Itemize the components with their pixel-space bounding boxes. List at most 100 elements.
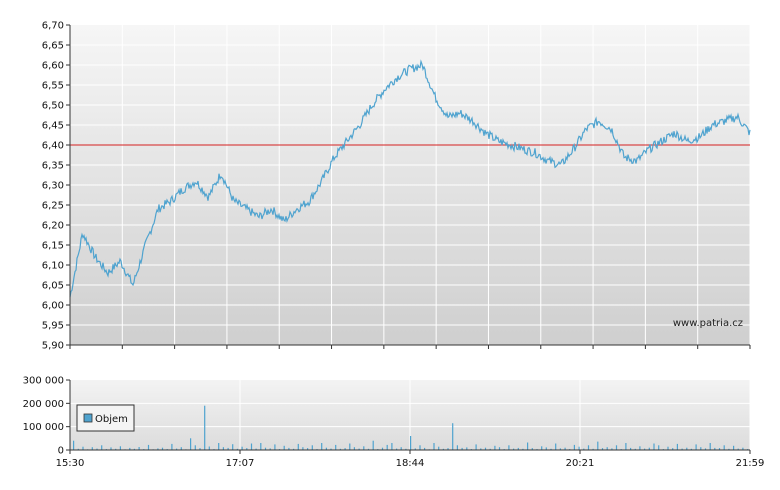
volume-bar — [349, 443, 351, 450]
volume-bar — [695, 444, 697, 450]
volume-bar — [208, 446, 210, 450]
volume-bar — [367, 448, 370, 450]
volume-bar — [461, 447, 463, 450]
volume-bar — [194, 445, 196, 450]
price-y-tick-label: 6,20 — [42, 221, 64, 232]
volume-bar — [293, 448, 295, 450]
volume-bar — [597, 441, 599, 450]
price-y-tick-label: 6,45 — [42, 121, 64, 132]
volume-bar — [372, 440, 374, 450]
volume-bar — [625, 443, 627, 450]
volume-bar — [335, 444, 337, 450]
volume-y-tick-label: 100 000 — [23, 422, 64, 433]
volume-bar — [330, 448, 332, 450]
volume-bar — [424, 447, 426, 450]
volume-bar — [115, 448, 117, 450]
price-y-tick-label: 6,25 — [42, 201, 64, 212]
volume-bar — [480, 448, 482, 450]
volume-bar — [583, 448, 585, 450]
volume-bar — [728, 448, 730, 450]
volume-bar — [190, 438, 192, 450]
volume-bar — [601, 448, 604, 450]
volume-bar — [222, 447, 224, 450]
volume-bar — [527, 442, 529, 450]
volume-bar — [508, 445, 510, 450]
x-tick-label: 20:21 — [566, 458, 595, 469]
volume-bar — [288, 447, 290, 450]
volume-bar — [559, 448, 561, 450]
price-series-line — [69, 59, 751, 298]
volume-bar — [91, 447, 93, 450]
price-y-tick-label: 6,00 — [42, 301, 64, 312]
volume-bar — [386, 444, 388, 450]
volume-y-tick-label: 0 — [58, 446, 64, 457]
volume-bar — [405, 448, 407, 450]
volume-bar — [269, 448, 271, 450]
volume-bar — [101, 445, 103, 450]
volume-bar — [644, 448, 646, 450]
price-y-tick-label: 6,65 — [42, 41, 64, 52]
volume-bar — [648, 447, 650, 450]
x-tick-label: 21:59 — [736, 458, 765, 469]
volume-bar — [433, 443, 435, 450]
volume-panel: 300 000 200 000 100 000 0 15:30 17:07 18:44 20… — [23, 376, 765, 470]
volume-bar — [363, 446, 365, 450]
volume-bar — [700, 447, 702, 450]
volume-bar — [564, 447, 566, 450]
volume-bar — [138, 447, 140, 450]
price-y-tick-label: 6,10 — [42, 261, 64, 272]
volume-bar — [541, 446, 543, 450]
price-y-tick-label: 6,35 — [42, 161, 64, 172]
volume-bar — [639, 446, 641, 450]
volume-bar — [452, 423, 454, 450]
volume-bar — [676, 443, 678, 450]
volume-bar — [358, 448, 360, 450]
price-y-tick-label: 6,50 — [42, 101, 64, 112]
volume-bar — [513, 448, 515, 450]
x-tick-label: 18:44 — [396, 458, 425, 469]
price-panel: 6,70 6,65 6,60 6,55 6,50 6,45 6,40 6,35 6,30 6,25… — [42, 21, 751, 352]
volume-x-axis: 15:30 17:07 18:44 20:21 21:59 — [56, 450, 765, 469]
volume-bar — [250, 443, 253, 450]
volume-bar — [484, 447, 487, 450]
volume-bar — [522, 448, 524, 450]
volume-bar — [410, 436, 412, 450]
volume-bar — [531, 448, 533, 450]
price-y-tick-label: 5,95 — [42, 321, 64, 332]
volume-bar — [73, 440, 75, 450]
price-y-tick-label: 6,55 — [42, 81, 64, 92]
volume-gridlines — [70, 380, 751, 450]
volume-bar — [246, 448, 248, 450]
volume-bar — [339, 448, 341, 450]
volume-bar — [400, 447, 402, 450]
volume-bar — [555, 443, 557, 450]
volume-bar — [307, 448, 309, 450]
volume-bar — [180, 447, 182, 450]
volume-y-tick-label: 300 000 — [23, 376, 64, 387]
volume-bar — [396, 448, 398, 450]
volume-bar — [119, 446, 121, 450]
volume-bar — [667, 446, 669, 450]
volume-bar — [157, 448, 159, 450]
volume-bar — [611, 448, 613, 450]
volume-bar — [742, 447, 744, 450]
price-gridlines — [70, 25, 751, 345]
volume-bar — [77, 448, 79, 450]
volume-bar — [442, 448, 444, 450]
price-x-ticks — [69, 345, 751, 349]
volume-bar — [704, 448, 707, 450]
volume-bar — [672, 448, 674, 450]
watermark: www.patria.cz — [673, 318, 743, 329]
volume-bars — [73, 405, 749, 450]
volume-bar — [311, 445, 313, 450]
volume-bar — [110, 447, 112, 450]
volume-bar — [419, 445, 421, 450]
volume-bar — [733, 445, 735, 450]
volume-bar — [391, 443, 393, 450]
volume-bar — [578, 446, 580, 450]
volume-bar — [176, 448, 178, 450]
volume-bar — [96, 448, 98, 450]
volume-bar — [681, 448, 683, 450]
volume-bar — [414, 448, 416, 450]
